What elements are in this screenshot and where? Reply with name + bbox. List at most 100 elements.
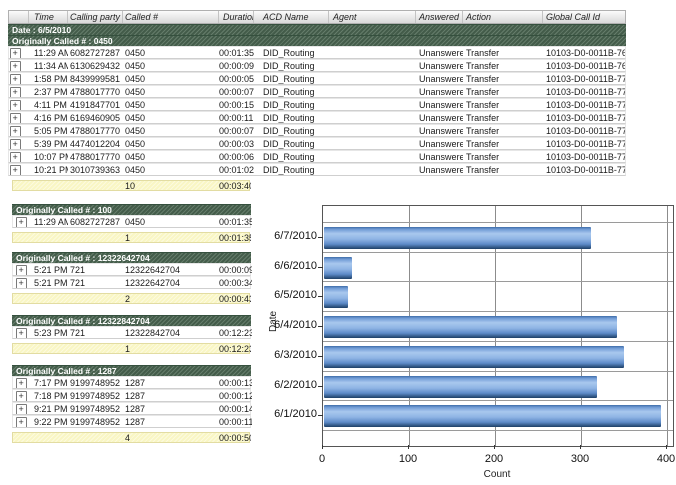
value-bar [324,256,352,279]
gridline-400 [667,206,668,446]
cell-action: Transfer [466,100,500,110]
x-axis-title: Count [483,469,511,480]
cell-action: Transfer [466,61,500,71]
expand-icon[interactable] [16,378,27,388]
summary-count: 4 [125,433,131,442]
expand-icon[interactable] [16,328,27,338]
expand-icon[interactable] [16,417,27,427]
cell-calling-party: 9199748952 [70,417,121,427]
cell-called: 0450 [125,100,146,110]
call-row: 11:29 AM 6082727287 0450 00:01:35 DID_Ro… [8,46,626,59]
x-tick-label: 0 [318,453,326,465]
expand-icon[interactable] [16,217,27,227]
y-tick [318,385,323,387]
cell-global-call-id: 10103-D0-0011B-768 [546,48,625,58]
y-tick-label: 6/6/2010 [274,259,317,272]
call-row: 2:37 PM 4788017770 0450 00:00:07 DID_Rou… [8,85,626,98]
originally-called-group-header: Originally Called # : 1287 [12,365,251,376]
cell-called: 0450 [125,87,146,97]
cell-called: 0450 [125,48,146,58]
call-row: 4:11 PM 4191847701 0450 00:00:15 DID_Rou… [8,98,626,111]
cell-time: 4:16 PM [34,113,68,123]
y-tick-label: 6/1/2010 [274,408,317,421]
col-header-time: Time [29,11,68,23]
expand-icon[interactable] [10,165,21,175]
value-bar [324,345,624,368]
cell-duration: 00:01:35 [219,217,252,227]
expand-icon[interactable] [16,391,27,401]
value-bar [324,286,348,309]
cell-called: 1287 [125,391,146,401]
cell-calling-party: 6130629432 [70,61,121,71]
expand-icon[interactable] [10,152,21,162]
expand-icon[interactable] [10,87,21,97]
cell-agent [329,60,416,71]
cell-duration: 00:00:11 [219,113,254,123]
cell-answered: Unanswered [419,48,463,58]
summary-duration: 00:03:40 [219,181,251,190]
summary-count: 1 [125,233,131,242]
cell-time: 11:29 AM [34,48,68,58]
summary-count: 10 [125,181,136,190]
cell-action: Transfer [466,165,500,175]
cell-calling-party: 9199748952 [70,404,121,414]
col-header-calling-party: Calling party # [70,11,123,23]
expand-icon[interactable] [10,139,21,149]
group-summary-row: 10 00:03:40 [12,180,251,191]
call-row: 7:18 PM 9199748952 1287 00:00:12 [12,389,252,402]
call-row: 10:21 PM 3010739363 0450 00:01:02 DID_Ro… [8,163,626,176]
cell-called: 0450 [125,126,146,136]
call-row: 5:21 PM 721 12322642704 00:00:09 [12,263,252,276]
cell-agent [329,125,416,136]
expand-icon[interactable] [10,113,21,123]
summary-duration: 00:00:43 [219,294,251,303]
expand-icon[interactable] [10,74,21,84]
section-called-12322842704: Originally Called # : 12322842704 5:23 P… [12,315,252,354]
cell-calling-party: 6082727287 [70,217,121,227]
expand-icon[interactable] [10,126,21,136]
cell-called: 1287 [125,378,146,388]
chart-category-row: 6/1/2010 [274,400,673,430]
cell-called: 0450 [125,74,146,84]
originally-called-group-header: Originally Called # : 0450 [8,35,626,46]
expand-icon[interactable] [16,265,27,275]
cell-time: 7:17 PM [34,378,68,388]
call-row: 1:58 PM 8439999581 0450 00:00:05 DID_Rou… [8,72,626,85]
cell-answered: Unanswered [419,139,463,149]
x-tick [322,445,323,449]
expand-icon[interactable] [16,278,27,288]
cell-action: Transfer [466,152,500,162]
call-row: 10:07 PM 4788017770 0450 00:00:06 DID_Ro… [8,150,626,163]
originally-called-group-header: Originally Called # : 12322642704 [12,252,251,263]
cell-agent [329,86,416,97]
cell-called: 12322642704 [125,265,181,275]
group-summary-row: 4 00:00:50 [12,432,251,443]
cell-global-call-id: 10103-D0-0011B-772 [546,100,625,110]
call-row: 11:34 AM 6130629432 0450 00:00:09 DID_Ro… [8,59,626,72]
expand-icon[interactable] [16,404,27,414]
cell-acd-name: DID_Routing [263,152,315,162]
cell-acd-name: DID_Routing [263,87,315,97]
cell-calling-party: 6082727287 [70,48,121,58]
cell-time: 11:29 AM [34,217,68,227]
summary-count: 1 [125,344,131,353]
expand-icon[interactable] [10,61,21,71]
chart-category-row: 6/7/2010 [274,222,673,252]
call-row: 4:16 PM 6169460905 0450 00:00:11 DID_Rou… [8,111,626,124]
cell-answered: Unanswered [419,113,463,123]
summary-duration: 00:12:23 [219,344,251,353]
expand-icon[interactable] [10,48,21,58]
x-tick [666,445,667,449]
cell-duration: 00:00:09 [219,265,252,275]
value-bar [324,316,617,339]
cell-action: Transfer [466,139,500,149]
expand-icon[interactable] [10,100,21,110]
x-tick-label: 200 [484,453,504,465]
cell-duration: 00:00:15 [219,100,254,110]
call-row: 5:05 PM 4788017770 0450 00:00:07 DID_Rou… [8,124,626,137]
chart-category-row: 6/6/2010 [274,251,673,282]
cell-time: 2:37 PM [34,87,68,97]
cell-time: 1:58 PM [34,74,68,84]
call-row: 5:21 PM 721 12322642704 00:00:34 [12,276,252,289]
cell-duration: 00:00:03 [219,139,254,149]
